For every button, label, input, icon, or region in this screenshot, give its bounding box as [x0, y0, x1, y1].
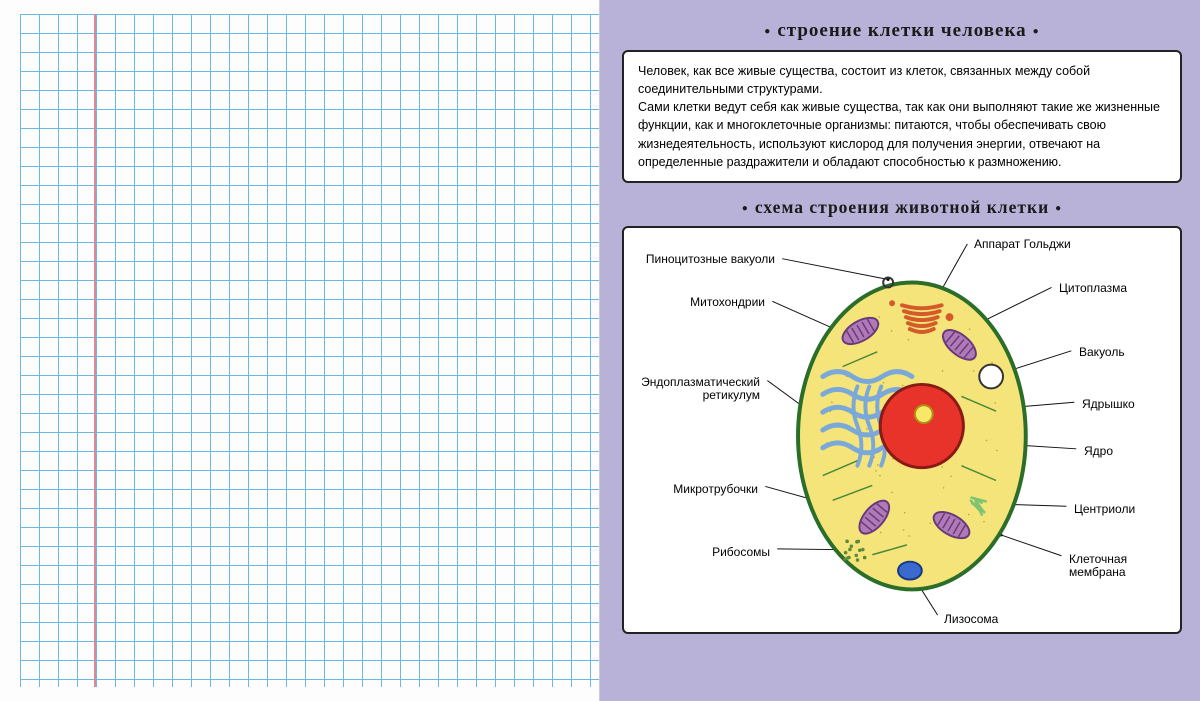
label-mitochondria: Митохондрии	[690, 296, 765, 309]
title-cell-structure: ●строение клетки человека●	[622, 20, 1182, 42]
label-microtubules: Микротрубочки	[673, 483, 758, 496]
label-membrane: Клеточная мембрана	[1069, 553, 1127, 579]
label-lysosome: Лизосома	[944, 613, 998, 626]
label-vacuole: Вакуоль	[1079, 346, 1125, 359]
label-er: Эндоплазматический ретикулум	[641, 376, 760, 402]
label-nucleus: Ядро	[1084, 445, 1113, 458]
label-pinocytic: Пиноцитозные вакуоли	[646, 253, 775, 266]
label-centrioles: Центриоли	[1074, 503, 1135, 516]
grid-paper	[20, 14, 599, 687]
label-cytoplasm: Цитоплазма	[1059, 282, 1127, 295]
margin-line	[94, 14, 96, 687]
right-info-page: ●строение клетки человека● Человек, как …	[600, 0, 1200, 701]
label-nucleolus: Ядрышко	[1082, 398, 1135, 411]
info-text: Человек, как все живые существа, состоит…	[638, 62, 1166, 171]
label-golgi: Аппарат Гольджи	[974, 238, 1071, 251]
info-text-box: Человек, как все живые существа, состоит…	[622, 50, 1182, 183]
label-ribosomes: Рибосомы	[712, 546, 770, 559]
title-diagram: ●схема строения животной клетки●	[622, 197, 1182, 218]
left-notebook-page	[0, 0, 600, 701]
cell-diagram-box: Пиноцитозные вакуоли Аппарат Гольджи Цитоп…	[622, 226, 1182, 634]
